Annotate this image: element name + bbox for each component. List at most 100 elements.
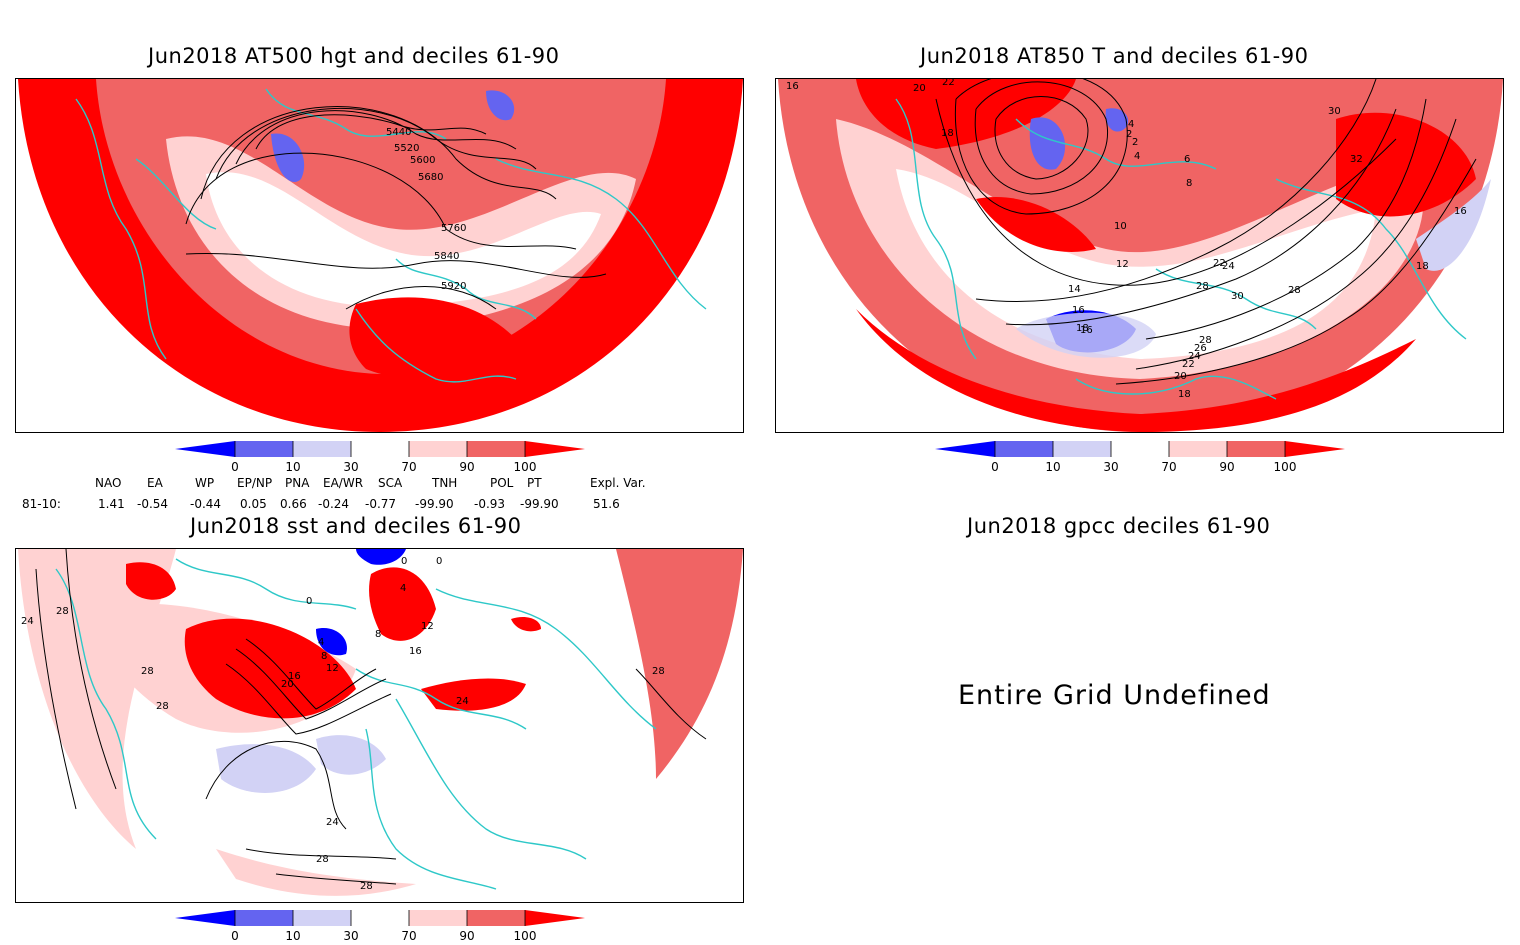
contour-labels: 24 28 28 28 24 28 28 28 4 8 12 16 20 8 0…	[21, 556, 665, 892]
contour-label: 20	[913, 83, 926, 94]
decile-band-south-pink	[216, 849, 416, 896]
colorbar-segment	[1111, 441, 1169, 457]
indices-header-row: NAO EA WP EP/NP PNA EA/WR SCA TNH POL PT…	[0, 476, 760, 492]
colorbar-segment	[409, 441, 467, 457]
decile-band-normal	[896, 169, 1376, 359]
decile-band-highred-3	[976, 197, 1096, 252]
colorbar-tick-label: 100	[1274, 460, 1297, 474]
contour-label: 30	[1231, 291, 1244, 302]
colorbar-500hgt: 0 10 30 70 90 100	[175, 440, 585, 476]
contour-label: 28	[360, 881, 373, 892]
index-value: 0.66	[280, 497, 307, 511]
colorbar-segment	[235, 910, 293, 926]
index-value: -99.90	[415, 497, 454, 511]
contour-label: 12	[326, 663, 339, 674]
contour-label: 16	[409, 646, 422, 657]
contour-label: 8	[321, 651, 327, 662]
map-sst: 24 28 28 28 24 28 28 28 4 8 12 16 20 8 0…	[18, 549, 743, 902]
index-header: EP/NP	[237, 476, 273, 490]
contour-label: 28	[56, 606, 69, 617]
index-value: -0.54	[137, 497, 169, 511]
panel-title-850t: Jun2018 AT850 T and deciles 61-90	[920, 44, 1309, 68]
decile-band-normal	[206, 172, 601, 307]
contour-label: 22	[1182, 359, 1195, 370]
contour-label: 16	[288, 671, 301, 682]
contour-label: 32	[1350, 154, 1363, 165]
colorbar-segment	[467, 910, 525, 926]
contour-label: 8	[1186, 178, 1192, 189]
contour-label: 22	[942, 79, 955, 88]
contour-label: 18	[1416, 261, 1429, 272]
contours	[935, 79, 1477, 385]
colorbar-tick-label: 70	[401, 929, 416, 943]
index-header: Expl. Var.	[590, 476, 646, 490]
decile-band-30-70-east	[616, 549, 743, 779]
index-header: PNA	[285, 476, 310, 490]
index-row-label: 81-10:	[22, 497, 61, 511]
decile-band-lowblue-1	[316, 628, 347, 656]
contour-label: 28	[156, 701, 169, 712]
index-value: 51.6	[593, 497, 620, 511]
contours	[185, 106, 607, 310]
colorbar-tick-label: 30	[343, 929, 358, 943]
colorbar-tick-label: 70	[401, 460, 416, 474]
decile-band-lowblue-2	[356, 549, 406, 565]
colorbar-arrow-low	[935, 441, 995, 457]
colorbar-tick-label: 70	[1161, 460, 1176, 474]
contour-label: 10	[1114, 221, 1127, 232]
contour-label: 24	[1222, 261, 1235, 272]
index-header: WP	[195, 476, 215, 490]
decile-band-highred-euro	[349, 297, 516, 379]
contour-label: 26	[1194, 343, 1207, 354]
decile-band-highred-nw	[126, 562, 176, 600]
contour-label: 16	[1080, 325, 1093, 336]
contour-label: 6	[1184, 154, 1190, 165]
index-value: 1.41	[98, 497, 125, 511]
colorbar-tick-label: 100	[514, 460, 537, 474]
contour-label: 4	[1128, 119, 1134, 130]
contour-label: 24	[1188, 351, 1201, 362]
contour-label: 28	[316, 854, 329, 865]
decile-band-highred-south	[856, 309, 1416, 432]
index-header: POL	[490, 476, 514, 490]
index-value: -99.90	[520, 497, 559, 511]
index-header: TNH	[432, 476, 458, 490]
colorbar-tick-label: 30	[1103, 460, 1118, 474]
decile-band-highred-2	[1336, 112, 1476, 217]
panel-title-500hgt: Jun2018 AT500 hgt and deciles 61-90	[148, 44, 560, 68]
colorbar-segment	[293, 441, 351, 457]
decile-band-highred-atl	[184, 618, 356, 719]
colorbar-segment	[995, 441, 1053, 457]
decile-band-lowblue-2	[1105, 108, 1129, 132]
map-panel-850t: 16 20 22 18 4 2 2 4 6 8 10 12 14 16 18 2…	[775, 78, 1504, 433]
colorbar-arrow-low	[175, 441, 235, 457]
indices-value-row: 81-10: 1.41 -0.54 -0.44 0.05 0.66 -0.24 …	[0, 497, 760, 513]
contour-label: 24	[326, 817, 339, 828]
colorbar-segment	[351, 441, 409, 457]
index-header: NAO	[95, 476, 122, 490]
contour-label: 5840	[434, 251, 459, 262]
contour-label: 2	[1126, 129, 1132, 140]
contour-label: 20	[281, 679, 294, 690]
coastlines	[895, 98, 1467, 400]
contour-label: 28	[1288, 285, 1301, 296]
contour-label: 12	[421, 621, 434, 632]
contour-label: 5680	[418, 172, 443, 183]
decile-band-lowblue-3	[1416, 179, 1491, 271]
contour-label: 0	[306, 596, 312, 607]
contour-label: 8	[375, 629, 381, 640]
contour-label: 16	[786, 81, 799, 92]
contour-label: 5440	[386, 127, 411, 138]
index-value: -0.93	[474, 497, 506, 511]
colorbar-tick-label: 0	[231, 929, 239, 943]
contour-label: 14	[1068, 284, 1081, 295]
contour-label: 12	[1116, 259, 1129, 270]
index-header: SCA	[378, 476, 403, 490]
contour-labels: 5440 5520 5600 5680 5760 5840 5920	[386, 127, 466, 292]
contour-label: 18	[941, 128, 954, 139]
contour-label: 24	[21, 616, 34, 627]
contour-label: 0	[401, 556, 407, 567]
contour-label: 4	[1134, 151, 1140, 162]
contour-label: 22	[1213, 258, 1226, 269]
decile-band-highred-med	[421, 678, 526, 711]
